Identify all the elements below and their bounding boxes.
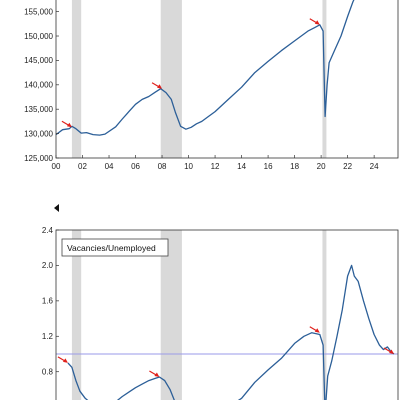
x-tick-label: 00 bbox=[52, 162, 61, 171]
plot-frame bbox=[55, 0, 399, 159]
x-tick-label: 08 bbox=[158, 162, 167, 171]
x-tick-label: 16 bbox=[264, 162, 273, 171]
chart2-axes: 0.40.81.21.62.02.4 bbox=[42, 226, 399, 400]
x-tick-label: 06 bbox=[131, 162, 140, 171]
series-line bbox=[67, 264, 395, 400]
x-tick-label: 18 bbox=[290, 162, 299, 171]
y-tick-label: 145,000 bbox=[24, 56, 53, 65]
recession-band bbox=[322, 230, 327, 400]
y-tick-label: 1.6 bbox=[42, 297, 54, 306]
y-tick-label: 2.0 bbox=[42, 261, 54, 270]
x-tick-label: 20 bbox=[317, 162, 326, 171]
annotation-arrow bbox=[151, 82, 163, 89]
x-tick-label: 22 bbox=[343, 162, 352, 171]
y-tick-label: 0.8 bbox=[42, 368, 54, 377]
recession-band bbox=[71, 230, 82, 400]
y-tick-label: 150,000 bbox=[24, 32, 53, 41]
annotation-arrow bbox=[57, 356, 68, 363]
x-tick-label: 14 bbox=[237, 162, 246, 171]
y-tick-label: 135,000 bbox=[24, 105, 53, 114]
legend-box bbox=[61, 238, 169, 257]
recession-band bbox=[160, 0, 182, 158]
annotation-arrow bbox=[61, 120, 72, 128]
y-tick-label: 2.4 bbox=[42, 226, 54, 235]
y-tick-label: 130,000 bbox=[24, 129, 53, 138]
x-tick-label: 10 bbox=[184, 162, 193, 171]
y-tick-label: 155,000 bbox=[24, 7, 53, 16]
chart2-annotations bbox=[57, 326, 395, 378]
x-tick-label: 24 bbox=[370, 162, 379, 171]
series-line bbox=[55, 0, 355, 136]
chart1-annotations bbox=[61, 18, 320, 128]
x-tick-label: 12 bbox=[211, 162, 220, 171]
chart1-recession-bands bbox=[71, 0, 327, 158]
chart1-axes: 125,000 130,000 135,000 140,000 145,000 150,0… bbox=[24, 0, 399, 171]
y-tick-label: 1.2 bbox=[42, 332, 54, 341]
annotation-arrow bbox=[149, 370, 160, 378]
vacancies-unemployed-chart: 0.40.81.21.62.02.4 Vacancies/Unemployed bbox=[42, 226, 399, 400]
y-tick-label: 125,000 bbox=[24, 154, 53, 163]
x-tick-label: 04 bbox=[105, 162, 114, 171]
chart2-legend: Vacancies/Unemployed bbox=[61, 238, 169, 257]
chart2-series bbox=[67, 264, 395, 400]
annotation-arrow bbox=[309, 18, 320, 25]
collapse-arrow-icon[interactable] bbox=[52, 203, 62, 213]
legend-label: Vacancies/Unemployed bbox=[67, 243, 156, 253]
recession-band bbox=[160, 230, 182, 400]
annotation-arrow bbox=[309, 326, 320, 333]
plot-frame bbox=[55, 229, 399, 400]
annotation-arrow bbox=[383, 347, 395, 354]
recession-band bbox=[71, 0, 82, 158]
chart2-recession-bands bbox=[71, 230, 327, 400]
employment-chart: 125,000 130,000 135,000 140,000 145,000 150,0… bbox=[24, 0, 399, 171]
chart1-series bbox=[55, 0, 355, 136]
x-tick-label: 02 bbox=[78, 162, 87, 171]
y-tick-label: 140,000 bbox=[24, 81, 53, 90]
